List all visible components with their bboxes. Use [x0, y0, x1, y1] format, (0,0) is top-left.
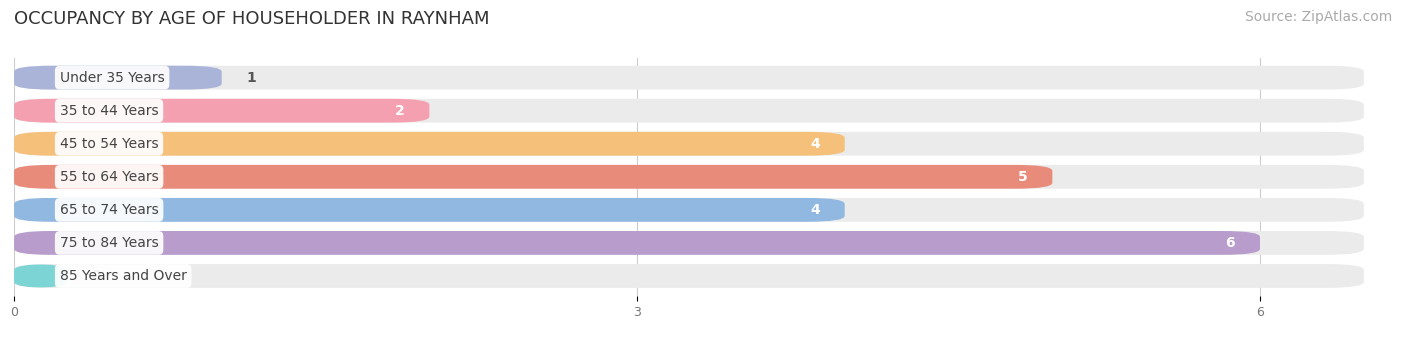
Text: 55 to 64 Years: 55 to 64 Years [59, 170, 159, 184]
FancyBboxPatch shape [14, 66, 1364, 89]
Text: 35 to 44 Years: 35 to 44 Years [59, 104, 159, 118]
Text: 5: 5 [1018, 170, 1028, 184]
Text: OCCUPANCY BY AGE OF HOUSEHOLDER IN RAYNHAM: OCCUPANCY BY AGE OF HOUSEHOLDER IN RAYNH… [14, 10, 489, 28]
FancyBboxPatch shape [14, 198, 1364, 222]
Text: 65 to 74 Years: 65 to 74 Years [59, 203, 159, 217]
Text: 75 to 84 Years: 75 to 84 Years [59, 236, 159, 250]
Text: 0: 0 [91, 269, 100, 283]
Text: 4: 4 [810, 137, 820, 151]
FancyBboxPatch shape [14, 132, 845, 156]
FancyBboxPatch shape [14, 165, 1052, 189]
Text: 4: 4 [810, 203, 820, 217]
FancyBboxPatch shape [14, 132, 1364, 156]
Text: 6: 6 [1226, 236, 1234, 250]
FancyBboxPatch shape [14, 264, 1364, 288]
Text: Source: ZipAtlas.com: Source: ZipAtlas.com [1244, 10, 1392, 24]
Text: 85 Years and Over: 85 Years and Over [59, 269, 187, 283]
FancyBboxPatch shape [14, 231, 1364, 255]
FancyBboxPatch shape [14, 264, 66, 288]
FancyBboxPatch shape [14, 66, 222, 89]
FancyBboxPatch shape [14, 99, 1364, 123]
Text: Under 35 Years: Under 35 Years [59, 71, 165, 85]
FancyBboxPatch shape [14, 231, 1260, 255]
FancyBboxPatch shape [14, 165, 1364, 189]
FancyBboxPatch shape [14, 198, 845, 222]
FancyBboxPatch shape [14, 99, 429, 123]
Text: 1: 1 [246, 71, 256, 85]
Text: 45 to 54 Years: 45 to 54 Years [59, 137, 159, 151]
Text: 2: 2 [395, 104, 405, 118]
